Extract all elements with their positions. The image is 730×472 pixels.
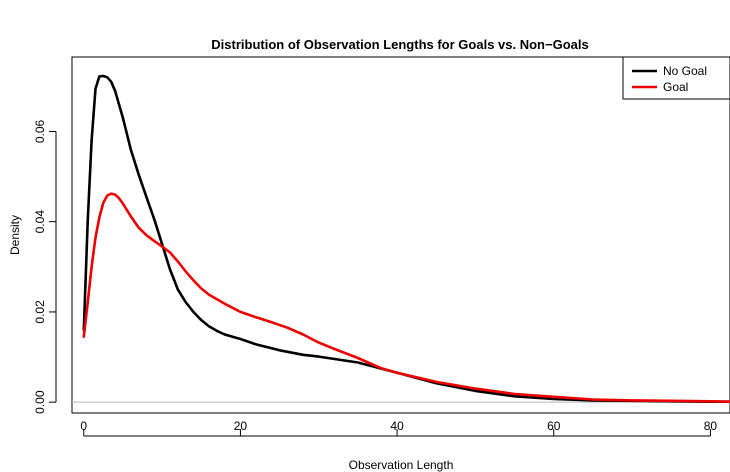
y-tick-label: 0.06 <box>33 119 47 143</box>
series-line-goal <box>82 192 730 404</box>
plot-frame <box>71 56 730 414</box>
x-tick-label: 60 <box>547 419 561 433</box>
y-tick-label: 0.00 <box>33 390 47 414</box>
x-tick-label: 80 <box>704 419 718 433</box>
y-tick-label: 0.04 <box>33 210 47 234</box>
series-layer <box>82 74 730 404</box>
legend: No Goal Goal <box>622 56 730 100</box>
y-tick-label: 0.02 <box>33 300 47 324</box>
series-line-no-goal <box>82 74 730 404</box>
y-axis: 0.00 0.02 0.04 0.06 <box>33 119 57 414</box>
chart-title: Distribution of Observation Lengths for … <box>211 37 588 52</box>
x-tick-label: 40 <box>390 419 404 433</box>
x-axis-label: Observation Length <box>349 458 454 472</box>
legend-box <box>622 56 730 100</box>
x-tick-label: 0 <box>80 419 87 433</box>
legend-label-no-goal: No Goal <box>663 64 707 78</box>
y-axis-label: Density <box>8 215 22 255</box>
legend-label-goal: Goal <box>663 80 688 94</box>
x-axis: 0 20 40 60 80 <box>80 419 718 437</box>
x-tick-label: 20 <box>234 419 248 433</box>
